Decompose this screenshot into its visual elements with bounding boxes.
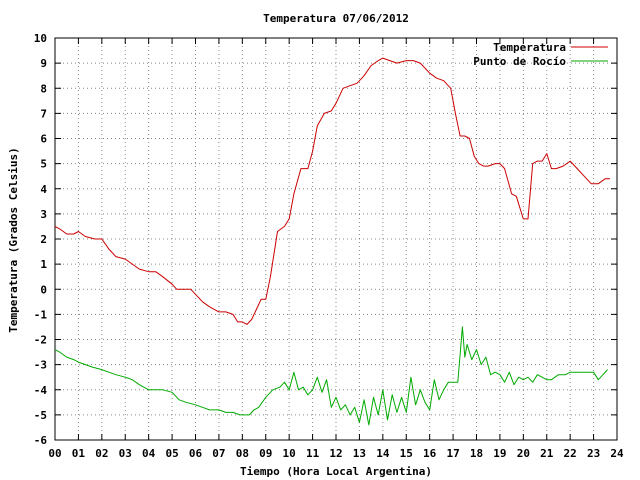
x-tick-label: 18: [470, 447, 483, 460]
x-tick-label: 17: [446, 447, 459, 460]
x-tick-label: 21: [540, 447, 554, 460]
grid: [55, 38, 617, 440]
x-tick-label: 04: [142, 447, 156, 460]
x-tick-label: 19: [493, 447, 506, 460]
y-tick-label: 3: [40, 208, 47, 221]
x-tick-label: 14: [376, 447, 390, 460]
x-tick-label: 12: [329, 447, 342, 460]
x-tick-label: 09: [259, 447, 272, 460]
x-tick-label: 16: [423, 447, 437, 460]
y-tick-label: 7: [40, 107, 47, 120]
x-tick-label: 06: [189, 447, 203, 460]
x-tick-label: 15: [400, 447, 413, 460]
y-tick-label: 9: [40, 57, 47, 70]
y-tick-label: 1: [40, 258, 47, 271]
y-tick-label: -3: [34, 359, 47, 372]
y-tick-label: -5: [34, 409, 47, 422]
y-tick-label: -2: [34, 334, 47, 347]
x-tick-label: 20: [517, 447, 530, 460]
x-tick-label: 00: [48, 447, 61, 460]
x-tick-label: 03: [119, 447, 132, 460]
x-tick-label: 23: [587, 447, 600, 460]
y-tick-label: 5: [40, 158, 47, 171]
series-line-punto-de-rocio: [54, 326, 608, 426]
series-layer: [54, 57, 610, 426]
legend: Temperatura Punto de Rocío: [473, 41, 608, 68]
y-tick-label: 10: [34, 32, 47, 45]
x-tick-label: 10: [283, 447, 296, 460]
y-tick-label: 0: [40, 283, 47, 296]
y-tick-label: 6: [40, 133, 47, 146]
y-tick-label: -1: [34, 308, 48, 321]
x-tick-label: 05: [165, 447, 178, 460]
x-tick-label: 07: [212, 447, 225, 460]
x-axis-label: Tiempo (Hora Local Argentina): [240, 465, 432, 478]
legend-label-punto-de-rocio: Punto de Rocío: [473, 55, 566, 68]
y-tick-label: 2: [40, 233, 47, 246]
y-axis-label: Temperatura (Grados Celsius): [7, 147, 20, 332]
x-tick-label: 24: [610, 447, 624, 460]
x-tick-label: 22: [564, 447, 577, 460]
x-tick-label: 01: [72, 447, 86, 460]
y-tick-label: 4: [40, 183, 47, 196]
x-tick-label: 08: [236, 447, 249, 460]
y-tick-label: -4: [34, 384, 48, 397]
series-line-temperatura: [54, 57, 610, 325]
x-tick-label: 02: [95, 447, 108, 460]
x-tick-label: 11: [306, 447, 320, 460]
y-tick-label: 8: [40, 82, 47, 95]
ticks: 00 01 02 03 04 05 06 07 08 09 10 11 12 13 14 15 16 17 18 19…: [34, 32, 624, 460]
y-tick-label: -6: [34, 434, 48, 447]
x-tick-label: 13: [353, 447, 366, 460]
chart-title: Temperatura 07/06/2012: [263, 12, 409, 25]
legend-label-temperatura: Temperatura: [493, 41, 566, 54]
